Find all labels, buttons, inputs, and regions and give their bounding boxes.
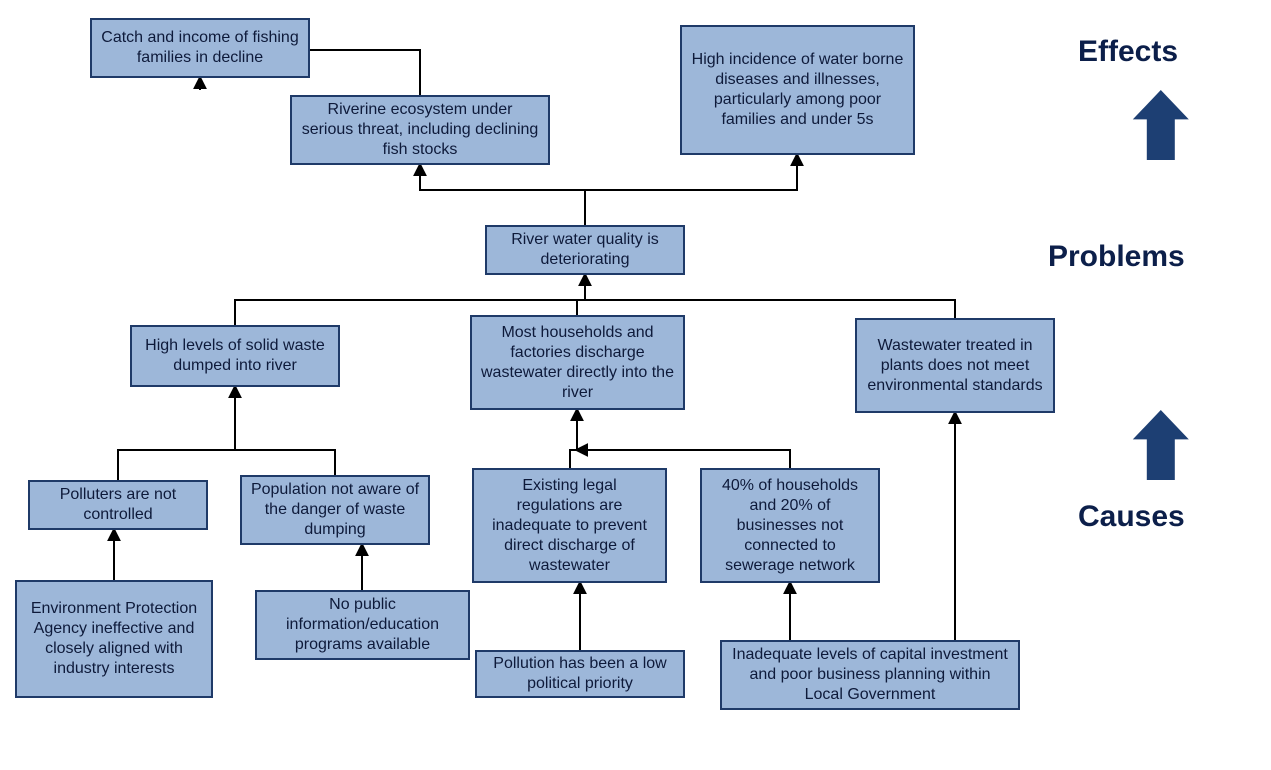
label-causes: Causes bbox=[1078, 500, 1185, 534]
node-riverine: Riverine ecosystem under serious threat,… bbox=[290, 95, 550, 165]
node-solid-waste: High levels of solid waste dumped into r… bbox=[130, 325, 340, 387]
node-ww-plants: Wastewater treated in plants does not me… bbox=[855, 318, 1055, 413]
causes-arrow-icon bbox=[1130, 410, 1192, 480]
node-pop-unaware: Population not aware of the danger of wa… bbox=[240, 475, 430, 545]
effects-arrow-icon bbox=[1130, 90, 1192, 160]
node-pollution-low: Pollution has been a low political prior… bbox=[475, 650, 685, 698]
node-catch-income: Catch and income of fishing families in … bbox=[90, 18, 310, 78]
node-sewer-conn: 40% of households and 20% of businesses … bbox=[700, 468, 880, 583]
node-high-disease: High incidence of water borne diseases a… bbox=[680, 25, 915, 155]
node-legal-reg: Existing legal regulations are inadequat… bbox=[472, 468, 667, 583]
label-effects: Effects bbox=[1078, 35, 1178, 69]
node-epa-ineffective: Environment Protection Agency ineffectiv… bbox=[15, 580, 213, 698]
node-polluters: Polluters are not controlled bbox=[28, 480, 208, 530]
node-households-disc: Most households and factories discharge … bbox=[470, 315, 685, 410]
node-no-public-info: No public information/education programs… bbox=[255, 590, 470, 660]
diagram-canvas: Catch and income of fishing families in … bbox=[0, 0, 1271, 770]
label-problems: Problems bbox=[1048, 240, 1185, 274]
node-river-quality: River water quality is deteriorating bbox=[485, 225, 685, 275]
node-cap-invest: Inadequate levels of capital investment … bbox=[720, 640, 1020, 710]
